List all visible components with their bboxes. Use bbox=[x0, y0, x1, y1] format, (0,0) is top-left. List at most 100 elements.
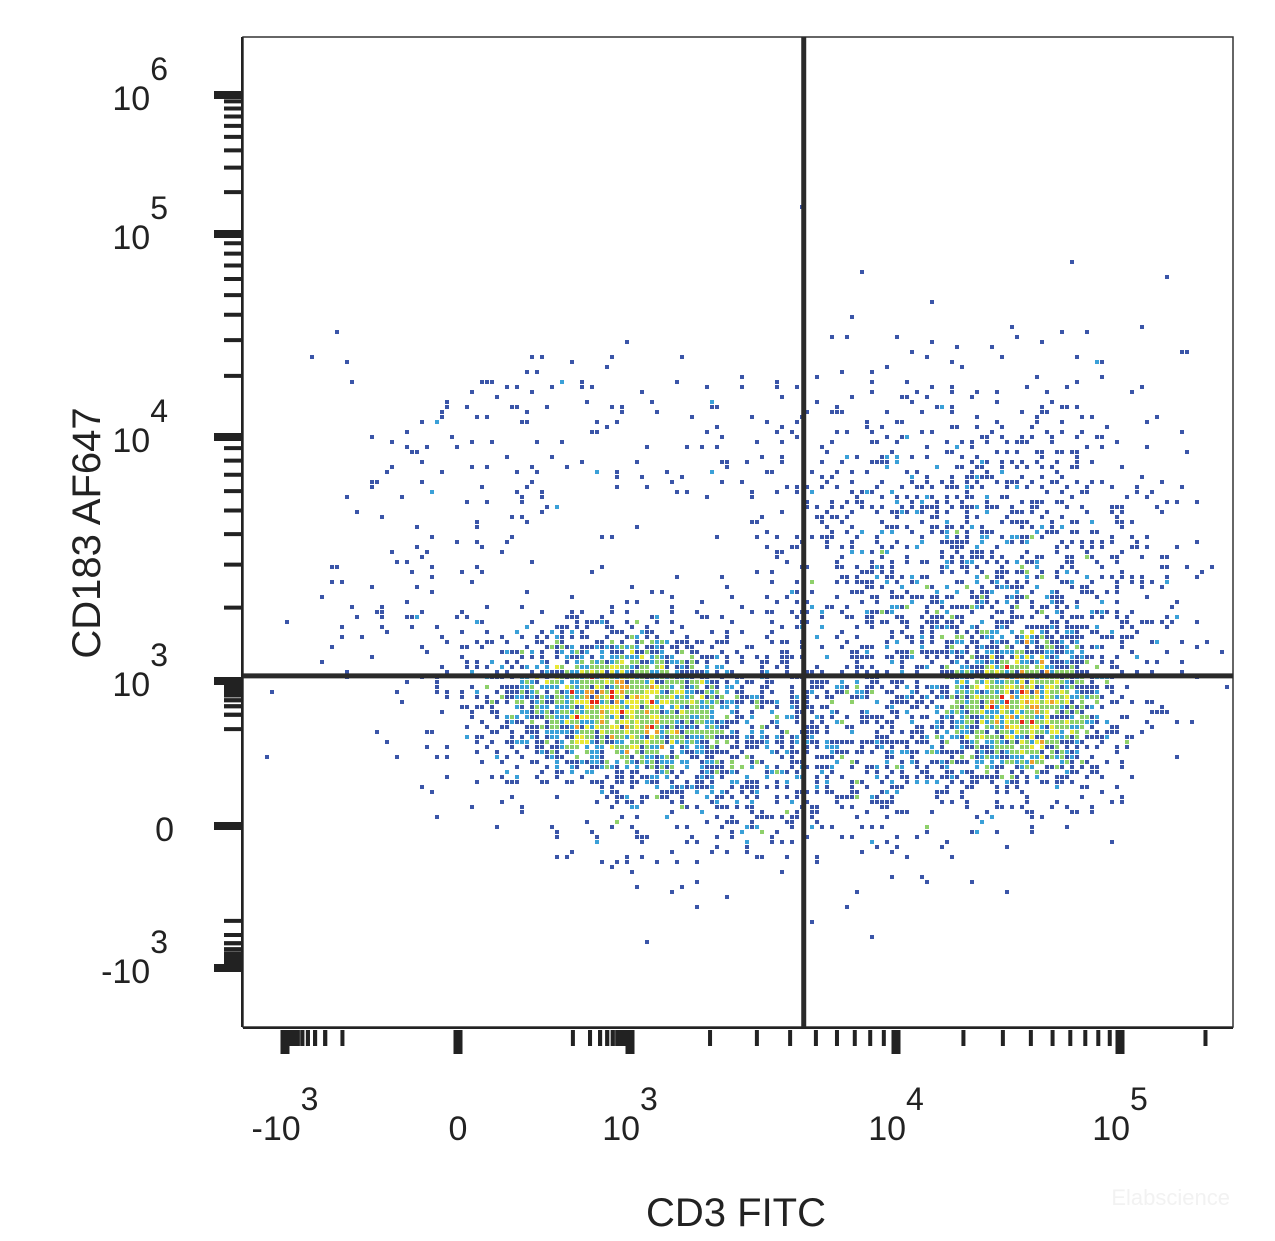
event-dot bbox=[1030, 680, 1034, 684]
event-dot bbox=[640, 855, 644, 859]
event-dot bbox=[805, 745, 809, 749]
event-dot bbox=[530, 705, 534, 709]
event-dot bbox=[715, 730, 719, 734]
event-dot bbox=[1165, 580, 1169, 584]
event-dot bbox=[710, 630, 714, 634]
event-dot bbox=[955, 630, 959, 634]
event-dot bbox=[985, 670, 989, 674]
event-dot bbox=[665, 775, 669, 779]
event-dot bbox=[460, 655, 464, 659]
event-dot bbox=[685, 705, 689, 709]
event-dot bbox=[625, 610, 629, 614]
event-dot bbox=[845, 455, 849, 459]
event-dot bbox=[855, 580, 859, 584]
event-dot bbox=[590, 685, 594, 689]
event-dot bbox=[1115, 505, 1119, 509]
event-dot bbox=[1055, 595, 1059, 599]
event-dot bbox=[700, 810, 704, 814]
event-dot bbox=[815, 725, 819, 729]
event-dot bbox=[500, 650, 504, 654]
event-dot bbox=[775, 705, 779, 709]
event-dot bbox=[1005, 785, 1009, 789]
event-dot bbox=[980, 695, 984, 699]
event-dot bbox=[645, 940, 649, 944]
event-dot bbox=[695, 735, 699, 739]
event-dot bbox=[900, 395, 904, 399]
event-dot bbox=[1140, 325, 1144, 329]
event-dot bbox=[505, 755, 509, 759]
event-dot bbox=[925, 830, 929, 834]
event-dot bbox=[720, 705, 724, 709]
event-dot bbox=[720, 640, 724, 644]
event-dot bbox=[430, 790, 434, 794]
event-dot bbox=[1035, 645, 1039, 649]
event-dot bbox=[1080, 760, 1084, 764]
event-dot bbox=[515, 490, 519, 494]
event-dot bbox=[1005, 540, 1009, 544]
event-dot bbox=[490, 710, 494, 714]
event-dot bbox=[775, 550, 779, 554]
event-dot bbox=[940, 615, 944, 619]
event-dot bbox=[860, 600, 864, 604]
event-dot bbox=[1160, 480, 1164, 484]
event-dot bbox=[1010, 645, 1014, 649]
event-dot bbox=[650, 670, 654, 674]
event-dot bbox=[675, 695, 679, 699]
event-dot bbox=[815, 755, 819, 759]
event-dot bbox=[640, 835, 644, 839]
event-dot bbox=[1060, 750, 1064, 754]
event-dot bbox=[1055, 460, 1059, 464]
event-dot bbox=[625, 755, 629, 759]
event-dot bbox=[995, 400, 999, 404]
event-dot bbox=[840, 505, 844, 509]
event-dot bbox=[1130, 735, 1134, 739]
event-dot bbox=[835, 635, 839, 639]
event-dot bbox=[605, 720, 609, 724]
event-dot bbox=[630, 870, 634, 874]
event-dot bbox=[625, 860, 629, 864]
event-dot bbox=[995, 665, 999, 669]
event-dot bbox=[370, 485, 374, 489]
event-dot bbox=[1030, 480, 1034, 484]
event-dot bbox=[645, 445, 649, 449]
event-dot bbox=[875, 535, 879, 539]
event-dot bbox=[1020, 715, 1024, 719]
event-dot bbox=[650, 735, 654, 739]
event-dot bbox=[920, 640, 924, 644]
event-dot bbox=[655, 690, 659, 694]
event-dot bbox=[1035, 670, 1039, 674]
event-dot bbox=[550, 730, 554, 734]
event-dot bbox=[370, 435, 374, 439]
event-dot bbox=[650, 715, 654, 719]
event-dot bbox=[665, 660, 669, 664]
event-dot bbox=[1010, 670, 1014, 674]
event-dot bbox=[1055, 765, 1059, 769]
event-dot bbox=[730, 820, 734, 824]
event-dot bbox=[685, 640, 689, 644]
event-dot bbox=[1110, 685, 1114, 689]
event-dot bbox=[500, 635, 504, 639]
event-dot bbox=[960, 365, 964, 369]
event-dot bbox=[825, 680, 829, 684]
event-dot bbox=[785, 780, 789, 784]
event-dot bbox=[645, 705, 649, 709]
event-dot bbox=[585, 760, 589, 764]
event-dot bbox=[530, 700, 534, 704]
event-dot bbox=[750, 790, 754, 794]
event-dot bbox=[1195, 575, 1199, 579]
event-dot bbox=[705, 710, 709, 714]
event-dot bbox=[680, 790, 684, 794]
event-dot bbox=[765, 670, 769, 674]
event-dot bbox=[985, 655, 989, 659]
event-dot bbox=[700, 750, 704, 754]
event-dot bbox=[1130, 775, 1134, 779]
event-dot bbox=[960, 665, 964, 669]
event-dot bbox=[915, 760, 919, 764]
event-dot bbox=[1015, 700, 1019, 704]
event-dot bbox=[525, 730, 529, 734]
event-dot bbox=[960, 580, 964, 584]
event-dot bbox=[1155, 640, 1159, 644]
event-dot bbox=[1080, 720, 1084, 724]
event-dot bbox=[1080, 740, 1084, 744]
event-dot bbox=[1000, 730, 1004, 734]
